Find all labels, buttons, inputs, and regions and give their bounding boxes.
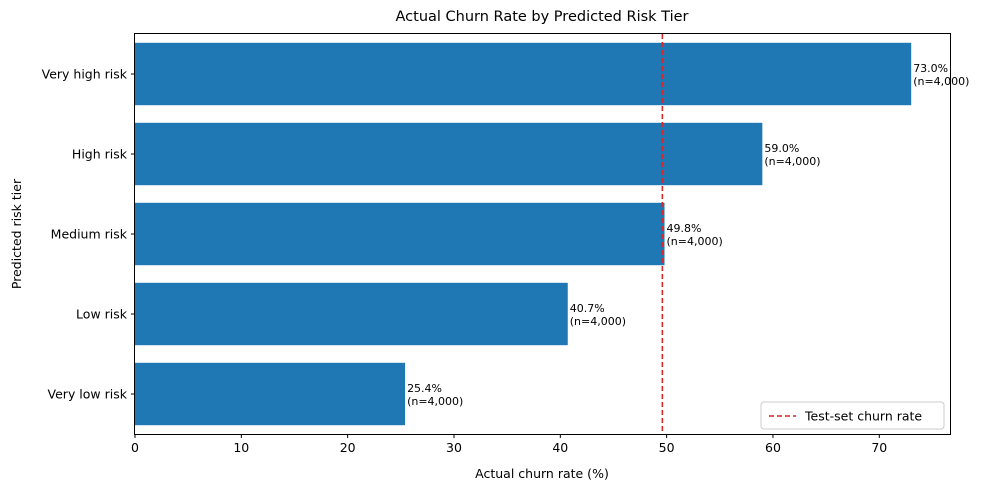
x-tick-label-5: 50 [659,440,675,455]
y-tick-label-3: High risk [72,147,128,162]
bar-count-label-3: (n=4,000) [764,155,820,168]
bar-count-label-2: (n=4,000) [667,235,723,248]
x-axis-ticks: 0 10 20 30 40 50 60 70 [131,434,887,455]
y-tick-label-1: Low risk [76,307,128,322]
y-tick-label-2: Medium risk [51,227,128,242]
bar-count-label-0: (n=4,000) [407,395,463,408]
legend-label: Test-set churn rate [804,409,922,424]
legend: Test-set churn rate [760,401,945,430]
x-tick-label-0: 0 [131,440,139,455]
bar-1 [135,282,568,346]
bar-0 [135,362,406,426]
y-tick-label-4: Very high risk [42,67,128,82]
x-tick-label-1: 10 [233,440,249,455]
bar-value-label-3: 59.0% [764,142,799,155]
bar-count-label-4: (n=4,000) [913,75,969,88]
bars-layer: 25.4%(n=4,000)40.7%(n=4,000)49.8%(n=4,00… [135,42,969,426]
y-axis-label: Predicted risk tier [9,178,24,289]
bar-value-label-4: 73.0% [913,62,948,75]
x-tick-label-7: 70 [871,440,887,455]
bar-3 [135,122,763,186]
bar-count-label-1: (n=4,000) [570,315,626,328]
y-axis-ticks: Very low risk Low risk Medium risk High ris… [42,67,135,402]
y-tick-label-0: Very low risk [48,387,128,402]
chart-title: Actual Churn Rate by Predicted Risk Tier [396,9,689,25]
x-tick-label-2: 20 [340,440,356,455]
x-axis-label: Actual churn rate (%) [475,466,609,481]
bar-2 [135,202,665,266]
x-tick-label-4: 40 [552,440,568,455]
x-tick-label-3: 30 [446,440,462,455]
bar-value-label-2: 49.8% [667,222,702,235]
legend-box [760,401,945,430]
x-tick-label-6: 60 [765,440,781,455]
bar-value-label-1: 40.7% [570,302,605,315]
bar-value-label-0: 25.4% [407,382,442,395]
bar-4 [135,42,912,106]
